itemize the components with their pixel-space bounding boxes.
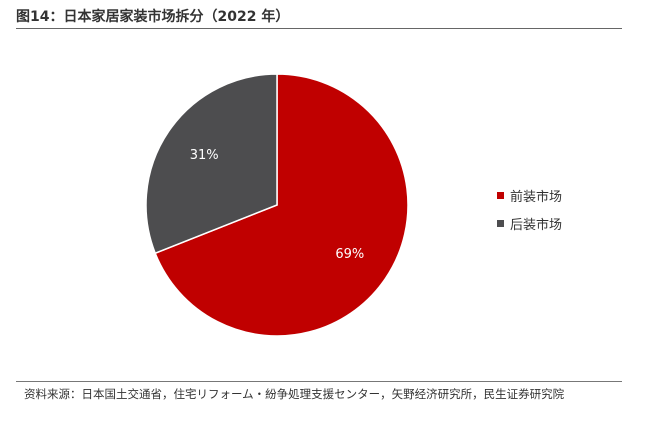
legend-item-1: 前装市场 [497, 181, 562, 209]
chart-legend: 前装市场 后装市场 [497, 181, 562, 237]
pie-slice-2 [145, 73, 278, 255]
source-divider [16, 381, 622, 382]
legend-label: 后装市场 [510, 217, 563, 233]
pie-slice-1 [154, 73, 409, 337]
slice-label-1: 69% [335, 247, 364, 262]
title-divider [16, 28, 622, 29]
source-note: 资料来源：日本国土交通省，住宅リフォーム・紛争処理支援センター，矢野经济研究所，… [24, 387, 565, 401]
legend-swatch [497, 219, 504, 227]
legend-item-2: 后装市场 [497, 209, 562, 237]
figure-title: 图14：日本家居家装市场拆分（2022 年） [16, 9, 290, 25]
legend-label: 前装市场 [510, 189, 563, 205]
pie-chart: 69% 31% [145, 73, 409, 337]
slice-label-2: 31% [190, 148, 219, 163]
legend-swatch [497, 191, 504, 199]
